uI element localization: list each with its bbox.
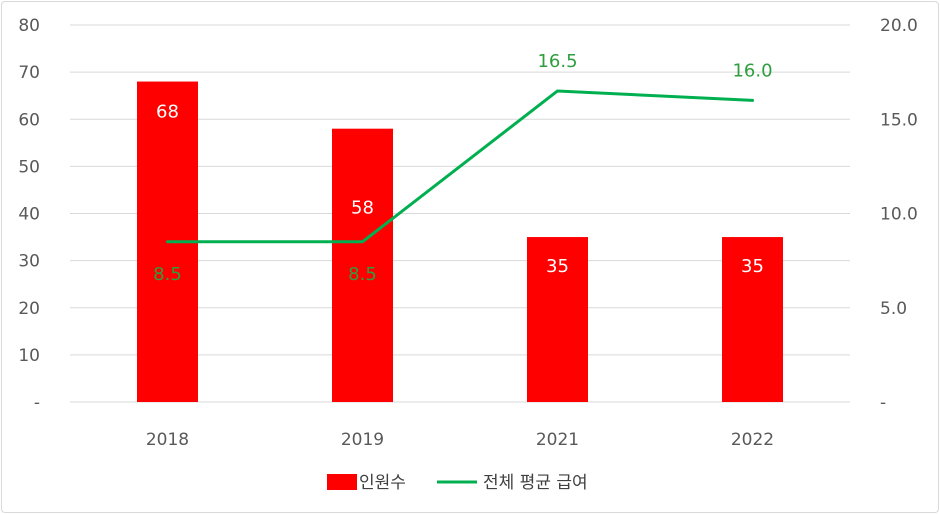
left-axis-tick-label: 60 [18,110,40,130]
left-axis-tick-label: 20 [18,299,40,319]
line-data-label: 16.0 [732,60,772,81]
line-data-label: 16.5 [537,51,577,72]
bar-data-label: 35 [741,256,764,277]
bar [332,128,393,403]
right-axis-ticks: - 5.0 10.0 15.0 20.0 [880,16,918,413]
x-axis-tick-label: 2021 [536,430,579,450]
left-axis-tick-label: 50 [18,157,40,177]
legend-label-bar: 인원수 [359,473,406,493]
x-axis-tick-label: 2018 [146,430,189,450]
line-data-label: 8.5 [153,264,182,285]
series-line [166,89,754,244]
bar-labels: 68 58 35 35 [156,102,764,278]
legend-swatch-bar [327,474,357,490]
bar-data-label: 35 [546,256,569,277]
line-series [166,89,754,244]
right-axis-tick-label: - [880,393,886,413]
bar-data-label: 68 [156,102,179,123]
x-axis-ticks: 2018 2019 2021 2022 [146,430,774,450]
left-axis-ticks: - 10 20 30 40 50 60 70 80 [18,16,40,413]
right-axis-tick-label: 5.0 [880,299,907,319]
legend: 인원수 전체 평균 급여 [327,473,588,493]
x-axis-tick-label: 2019 [341,430,384,450]
legend-label-line: 전체 평균 급여 [483,473,588,493]
bar-data-label: 58 [351,198,374,219]
bar [527,237,588,402]
line-data-label: 8.5 [348,264,377,285]
right-axis-tick-label: 15.0 [880,110,918,130]
right-axis-tick-label: 20.0 [880,16,918,36]
left-axis-tick-label: 40 [18,205,40,225]
left-axis-tick-label: - [34,393,40,413]
left-axis-tick-label: 10 [18,346,40,366]
left-axis-tick-label: 30 [18,252,40,272]
x-axis-tick-label: 2022 [731,430,774,450]
line-labels: 8.5 8.5 16.5 16.0 [153,51,772,285]
left-axis-tick-label: 70 [18,63,40,83]
right-axis-tick-label: 10.0 [880,205,918,225]
bar [722,237,783,402]
left-axis-tick-label: 80 [18,16,40,36]
